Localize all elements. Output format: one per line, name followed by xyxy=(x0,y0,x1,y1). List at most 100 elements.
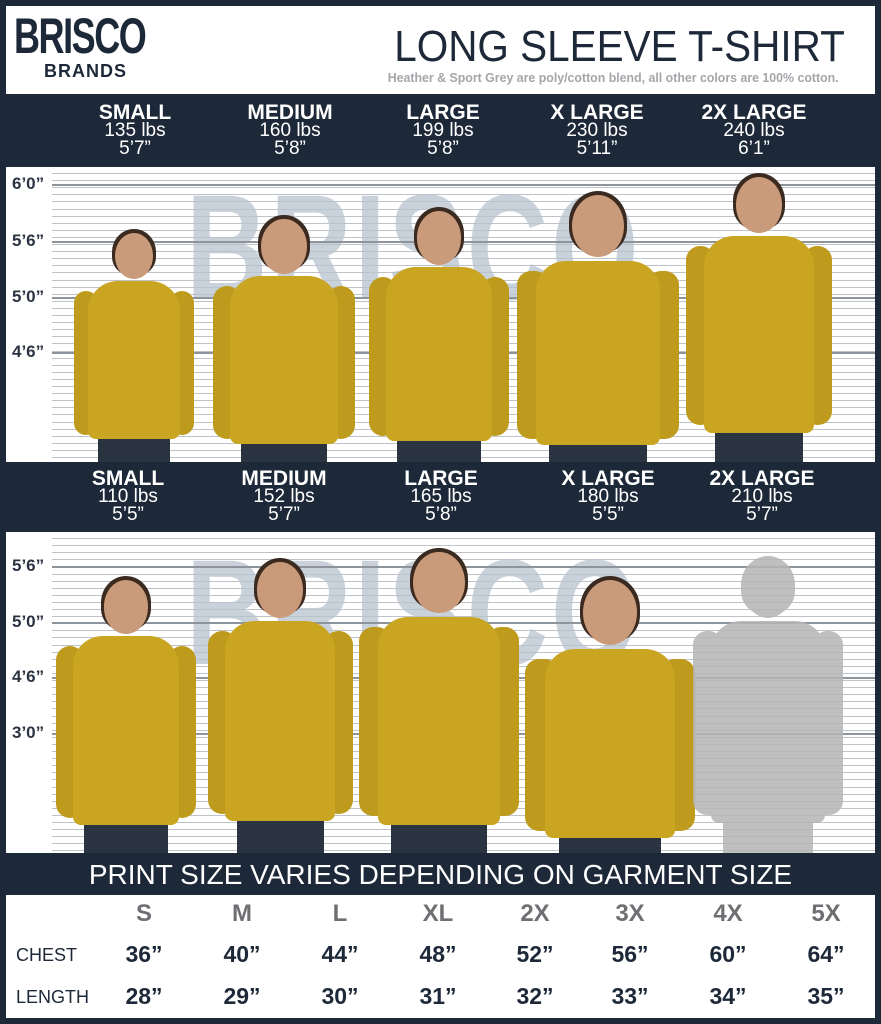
measurement-cell: 52” xyxy=(516,941,554,967)
pants xyxy=(715,432,803,462)
head xyxy=(413,552,465,614)
measurement-cell: 56” xyxy=(611,941,649,967)
shirt xyxy=(711,620,825,823)
header: BRISCO BRANDS LONG SLEEVE T-SHIRT Heathe… xyxy=(6,6,875,94)
height-gridline xyxy=(52,601,875,603)
height-gridline xyxy=(52,251,875,253)
head xyxy=(572,195,624,258)
measurement-cell: 44” xyxy=(321,941,359,967)
model-photo xyxy=(517,191,679,462)
head xyxy=(735,177,783,234)
height: 5’8” xyxy=(425,504,457,525)
height-gridline xyxy=(52,265,875,267)
height: 5’7” xyxy=(268,504,300,525)
pants xyxy=(391,824,487,853)
size-column-header: 4X xyxy=(713,900,743,927)
shirt xyxy=(72,636,180,825)
weight: 180 lbs xyxy=(577,486,639,507)
shirt xyxy=(230,276,338,445)
head xyxy=(114,233,154,280)
row-label: LENGTH xyxy=(16,987,90,1007)
head xyxy=(582,580,638,646)
height-gridline xyxy=(52,173,875,174)
fabric-note: Heather & Sport Grey are poly/cotton ble… xyxy=(388,70,839,85)
size-column-header: L xyxy=(332,900,348,927)
height: 6’1” xyxy=(738,138,770,159)
pants xyxy=(549,445,647,462)
height-gridline xyxy=(52,215,875,217)
model-photo xyxy=(213,215,355,462)
size-name: LARGE xyxy=(406,101,480,124)
model-photo xyxy=(359,548,519,853)
size-column-header: 2X xyxy=(520,900,550,927)
height-mark-label: 4’6” xyxy=(12,342,45,361)
measurement-cell: 28” xyxy=(125,983,163,1009)
row-label: CHEST xyxy=(16,945,78,965)
womens-size-label: X LARGE 180 lbs 5’5” xyxy=(528,467,688,525)
mens-size-label: X LARGE 230 lbs 5’11” xyxy=(517,102,677,159)
mens-photo-panel: BRISCO 6’0” 5’6” 5’0” 4’6” xyxy=(6,167,875,462)
size-table: S M L XL 2X 3X 4X 5X CHEST 36” 40” 44” 48” 52” 56” 60” 6… xyxy=(6,895,875,1018)
pants xyxy=(236,821,324,853)
womens-size-label: 2X LARGE 210 lbs 5’7” xyxy=(682,468,842,525)
measurement-cell: 35” xyxy=(807,983,845,1009)
size-name: LARGE xyxy=(404,467,478,490)
shirt xyxy=(545,649,675,838)
height-gridline xyxy=(52,194,875,196)
head xyxy=(744,560,792,618)
weight: 160 lbs xyxy=(259,120,321,141)
weight: 110 lbs xyxy=(98,486,158,507)
womens-size-label: LARGE 165 lbs 5’8” xyxy=(361,467,521,525)
size-column-header: S xyxy=(135,900,152,927)
model-photo xyxy=(74,229,194,462)
height: 5’11” xyxy=(576,138,618,159)
pants xyxy=(723,822,813,853)
mens-size-label: SMALL 135 lbs 5’7” xyxy=(55,102,215,159)
size-column-header: M xyxy=(232,900,252,927)
height-gridline xyxy=(52,559,875,561)
size-name: X LARGE xyxy=(561,467,655,490)
pants xyxy=(241,444,327,462)
model-photo xyxy=(686,173,832,462)
height: 5’8” xyxy=(427,138,459,159)
size-column-header: XL xyxy=(422,900,454,927)
model-photo xyxy=(207,558,353,853)
height: 5’7” xyxy=(746,504,778,525)
weight: 210 lbs xyxy=(731,486,793,507)
height-gridline xyxy=(52,609,875,610)
height-gridline xyxy=(52,552,875,554)
measurement-cell: 31” xyxy=(419,983,457,1009)
weight: 165 lbs xyxy=(410,486,472,507)
pants xyxy=(559,837,661,853)
measurement-cell: 29” xyxy=(223,983,261,1009)
height-mark-label: 5’0” xyxy=(12,287,45,306)
measurement-cell: 33” xyxy=(611,983,649,1009)
size-name: MEDIUM xyxy=(247,101,333,124)
height-gridline xyxy=(52,538,875,539)
weight: 240 lbs xyxy=(723,120,785,141)
shirt xyxy=(385,267,493,441)
height-gridline xyxy=(52,208,875,210)
measurement-cell: 48” xyxy=(419,941,457,967)
womens-photo-panel: BRISCO 5’6” 5’0” 4’6” 3’0” xyxy=(6,532,875,853)
height: 5’7” xyxy=(119,138,151,159)
page-title: LONG SLEEVE T-SHIRT xyxy=(394,22,845,71)
height-mark-label: 4’6” xyxy=(12,667,45,686)
head xyxy=(416,211,462,265)
height-gridline xyxy=(52,180,875,182)
height: 5’8” xyxy=(274,138,306,159)
height: 5’5” xyxy=(592,504,624,525)
pants xyxy=(397,440,481,462)
measurement-cell: 30” xyxy=(321,983,359,1009)
mens-size-label: 2X LARGE 240 lbs 6’1” xyxy=(674,102,834,159)
height-mark-label: 5’0” xyxy=(12,612,45,631)
model-photo xyxy=(56,576,196,853)
head xyxy=(103,580,149,634)
height-gridline xyxy=(52,616,875,618)
size-name: MEDIUM xyxy=(241,467,327,490)
height-mark-label: 3’0” xyxy=(12,723,45,742)
measurement-cell: 60” xyxy=(709,941,747,967)
shirt xyxy=(88,280,180,440)
height-mark-label: 5’6” xyxy=(12,556,45,575)
weight: 135 lbs xyxy=(104,120,166,141)
